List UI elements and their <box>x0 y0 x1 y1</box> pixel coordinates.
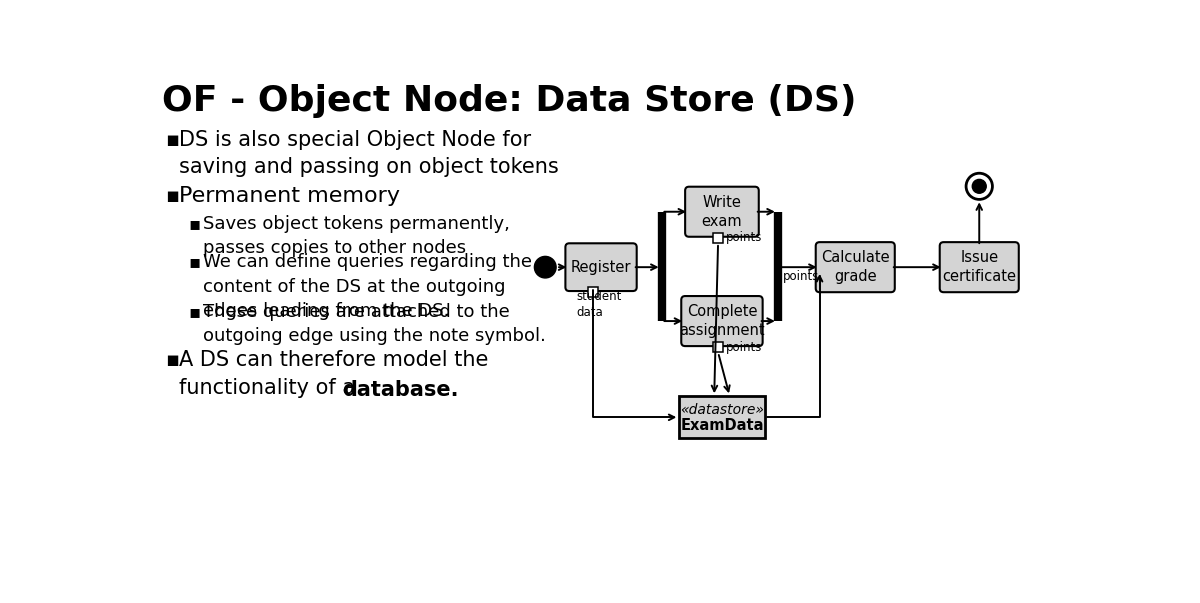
Text: ExamData: ExamData <box>680 417 763 432</box>
Text: «datastore»: «datastore» <box>680 403 764 417</box>
Text: Permanent memory: Permanent memory <box>180 186 401 206</box>
Bar <box>713 233 724 243</box>
Circle shape <box>534 256 556 278</box>
Text: Saves object tokens permanently,
passes copies to other nodes: Saves object tokens permanently, passes … <box>203 215 510 257</box>
Text: points: points <box>726 341 762 354</box>
Bar <box>713 343 724 352</box>
Text: student
data: student data <box>576 290 622 319</box>
Text: Register: Register <box>571 260 631 275</box>
FancyBboxPatch shape <box>565 243 637 291</box>
Text: ▪: ▪ <box>188 253 202 271</box>
Circle shape <box>966 173 992 200</box>
Bar <box>679 396 764 438</box>
Text: points: points <box>782 270 818 283</box>
Bar <box>588 287 599 297</box>
FancyBboxPatch shape <box>685 187 758 237</box>
Text: Calculate
grade: Calculate grade <box>821 250 889 284</box>
Text: Issue
certificate: Issue certificate <box>942 250 1016 284</box>
Text: DS is also special Object Node for
saving and passing on object tokens: DS is also special Object Node for savin… <box>180 130 559 177</box>
Text: ▪: ▪ <box>166 350 180 370</box>
Text: Write
exam: Write exam <box>702 195 743 229</box>
FancyBboxPatch shape <box>682 296 763 346</box>
Circle shape <box>972 179 986 193</box>
Text: These queries are attached to the
outgoing edge using the note symbol.: These queries are attached to the outgoi… <box>203 303 546 345</box>
FancyBboxPatch shape <box>816 242 895 292</box>
Text: We can define queries regarding the
content of the DS at the outgoing
edges lead: We can define queries regarding the cont… <box>203 253 532 320</box>
Text: ▪: ▪ <box>166 186 180 206</box>
Text: ▪: ▪ <box>188 215 202 233</box>
Text: ▪: ▪ <box>188 303 202 321</box>
Text: Complete
assignment: Complete assignment <box>679 305 764 338</box>
Text: ▪: ▪ <box>166 130 180 150</box>
Text: OF - Object Node: Data Store (DS): OF - Object Node: Data Store (DS) <box>162 84 856 118</box>
Text: A DS can therefore model the
functionality of a: A DS can therefore model the functionali… <box>180 350 488 397</box>
Text: database.: database. <box>342 380 458 400</box>
FancyBboxPatch shape <box>940 242 1019 292</box>
Text: points: points <box>726 232 762 244</box>
